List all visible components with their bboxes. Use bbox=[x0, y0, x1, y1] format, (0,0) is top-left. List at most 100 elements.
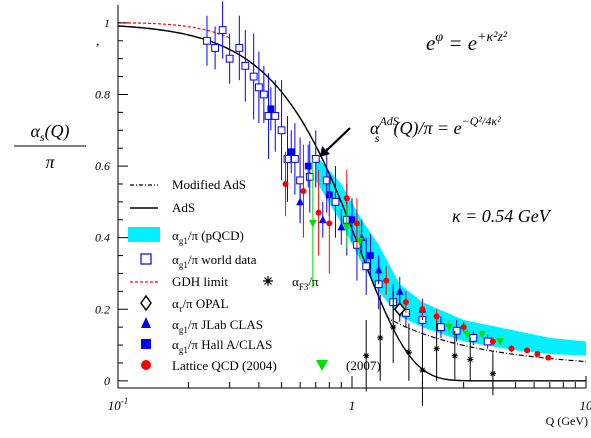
legend-swatch bbox=[128, 227, 160, 242]
data-point bbox=[406, 349, 412, 355]
data-point bbox=[326, 220, 332, 226]
equation-warp: eφ = e+κ²z² bbox=[426, 30, 508, 55]
data-point bbox=[419, 367, 425, 373]
data-point bbox=[297, 177, 304, 184]
x-tick-label: 10 bbox=[580, 398, 591, 413]
x-tick-label: 1 bbox=[349, 398, 356, 413]
legend-swatch bbox=[141, 296, 151, 310]
data-point bbox=[291, 156, 298, 163]
y-tick-label: 1 bbox=[104, 16, 110, 30]
legend-item-halla: αg1/π Hall A/CLAS bbox=[141, 337, 272, 355]
data-point bbox=[305, 163, 312, 170]
data-point bbox=[212, 45, 219, 52]
legend-swatch-extra bbox=[263, 276, 273, 286]
data-point bbox=[296, 197, 304, 205]
data-point bbox=[377, 335, 383, 341]
modified-ads-curve bbox=[118, 26, 586, 362]
legend-swatch bbox=[141, 360, 151, 370]
legend-item-lattice: Lattice QCD (2004) (2007) bbox=[141, 358, 381, 373]
data-point bbox=[403, 299, 409, 305]
y-tick-label: 0 bbox=[104, 374, 110, 388]
data-point bbox=[242, 62, 249, 69]
data-point bbox=[288, 148, 295, 155]
data-point bbox=[390, 324, 396, 330]
x-axis-label: Q (GeV) bbox=[546, 414, 588, 428]
x-tick-label: 10-1 bbox=[108, 396, 129, 413]
data-point bbox=[272, 113, 279, 120]
y-tick-label: 0.6 bbox=[95, 159, 110, 173]
data-point bbox=[470, 334, 477, 341]
legend-item-jlab: αg1/π JLab CLAS bbox=[141, 317, 263, 335]
legend-label: Lattice QCD (2004) bbox=[172, 358, 277, 373]
data-point bbox=[534, 351, 540, 357]
data-point bbox=[236, 45, 243, 52]
data-point bbox=[461, 324, 467, 330]
data-point bbox=[319, 215, 327, 223]
data-point bbox=[204, 37, 211, 44]
data-point bbox=[419, 306, 425, 312]
legend-label-extra: αF3/π bbox=[292, 274, 319, 292]
legend-swatch bbox=[141, 254, 151, 264]
legend-label: αg1/π Hall A/CLAS bbox=[172, 337, 272, 355]
data-point bbox=[434, 346, 440, 352]
stray-mark: , bbox=[96, 34, 100, 49]
legend-item-modified-ads: Modified AdS bbox=[130, 177, 246, 192]
data-point bbox=[453, 327, 460, 334]
legend-label: GDH limit bbox=[172, 274, 228, 289]
data-point bbox=[283, 181, 289, 187]
legend-label-extra: (2007) bbox=[346, 358, 381, 373]
data-point bbox=[306, 173, 313, 180]
legend-item-world-data: αg1/π world data bbox=[141, 252, 257, 270]
data-point bbox=[508, 346, 514, 352]
data-point bbox=[344, 195, 350, 201]
legend-label: ατ/π OPAL bbox=[172, 296, 229, 314]
legend-label: αg1/π (pQCD) bbox=[172, 228, 244, 246]
y-tick-label: 0.4 bbox=[95, 231, 110, 245]
legend-item-gdh: GDH limit αF3/π bbox=[130, 274, 319, 292]
legend-swatch bbox=[141, 317, 151, 328]
legend-swatch bbox=[141, 339, 151, 349]
gdh-limit-curve bbox=[118, 23, 230, 38]
data-point bbox=[316, 210, 322, 216]
data-point bbox=[383, 278, 389, 284]
data-point bbox=[354, 220, 360, 226]
annotation-arrow bbox=[325, 128, 350, 152]
legend-label: AdS bbox=[172, 200, 195, 215]
legend-item-ads: AdS bbox=[130, 200, 195, 215]
legend-label: αg1/π world data bbox=[172, 252, 257, 270]
legend-swatch-extra bbox=[316, 360, 328, 371]
legend-label: Modified AdS bbox=[172, 177, 246, 192]
data-point bbox=[255, 84, 262, 91]
data-point bbox=[219, 27, 226, 34]
data-point bbox=[226, 55, 233, 62]
y-axis-label-denominator: π bbox=[45, 152, 55, 172]
y-tick-label: 0.2 bbox=[95, 302, 110, 316]
data-point bbox=[267, 105, 274, 112]
data-point bbox=[332, 198, 339, 205]
legend-label: αg1/π JLab CLAS bbox=[172, 317, 263, 335]
data-point bbox=[434, 313, 440, 319]
data-point bbox=[309, 220, 317, 228]
data-point bbox=[312, 156, 319, 163]
data-point bbox=[490, 371, 496, 377]
data-point bbox=[452, 353, 458, 359]
data-point bbox=[363, 263, 370, 270]
data-point bbox=[367, 252, 374, 259]
data-point bbox=[467, 356, 473, 362]
legend-item-pqcd-band: αg1/π (pQCD) bbox=[128, 227, 244, 246]
data-point bbox=[545, 355, 551, 361]
data-point bbox=[300, 188, 306, 194]
data-point bbox=[438, 324, 445, 331]
legend-item-opal: ατ/π OPAL bbox=[141, 296, 229, 314]
data-point bbox=[490, 338, 496, 344]
data-point bbox=[260, 91, 267, 98]
kappa-annotation: κ = 0.54 GeV bbox=[452, 206, 552, 226]
y-axis-label-numerator: αs(Q) bbox=[30, 121, 69, 144]
data-point bbox=[250, 73, 257, 80]
data-point bbox=[278, 127, 285, 134]
data-point bbox=[524, 347, 530, 353]
